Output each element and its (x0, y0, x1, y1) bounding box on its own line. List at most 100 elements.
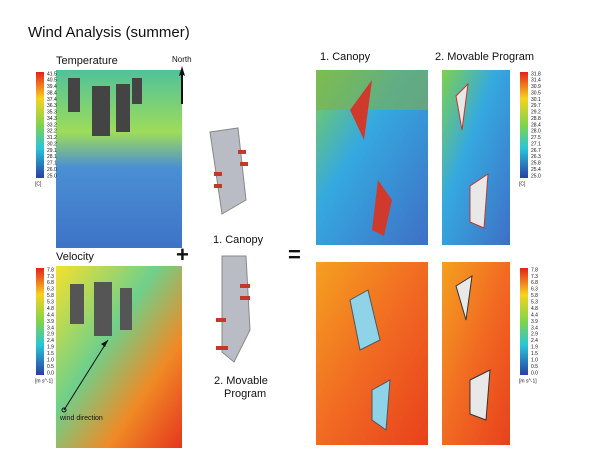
scale-label: 5.8 (531, 293, 538, 299)
movable-model (221, 255, 251, 363)
scale-label: 26.3 (531, 154, 541, 160)
scale-label: 3.9 (47, 319, 54, 325)
scale-label: 30.1 (531, 97, 541, 103)
scale-label: 28.4 (531, 122, 541, 128)
scale-label: 31.2 (47, 135, 57, 141)
scale-label: 41.5 (47, 71, 57, 77)
scale-label: 0.5 (531, 364, 538, 370)
scale-label: 6.8 (531, 280, 538, 286)
scale-label: 1.9 (47, 345, 54, 351)
panel-label: 1. Canopy (320, 51, 371, 63)
plus-sign: + (176, 242, 189, 267)
scale-label: 37.4 (47, 97, 57, 103)
scale-label: 3.4 (531, 325, 538, 331)
legend-bar (520, 72, 528, 178)
scale-label: 39.4 (47, 84, 57, 90)
scale-label: 5.3 (47, 300, 54, 306)
scale-label: 31.8 (531, 71, 541, 77)
panel-label: Temperature (56, 55, 118, 67)
scale-label: 3.4 (47, 325, 54, 331)
scale-label: 6.3 (531, 287, 538, 293)
scale-label: 7.8 (531, 267, 538, 273)
scale-label: 35.3 (47, 110, 57, 116)
model-label: 2. Movable (214, 375, 268, 387)
scale-label: 27.1 (47, 161, 57, 167)
unit-label: [m s^-1] (519, 378, 537, 384)
scale-label: 6.3 (47, 287, 54, 293)
scale-label: 2.4 (47, 338, 54, 344)
model-label: 1. Canopy (213, 234, 264, 246)
panel-label: Velocity (56, 251, 94, 263)
model-parts (214, 150, 248, 188)
scale-label: 1.5 (531, 351, 538, 357)
scale-label: 1.5 (47, 351, 54, 357)
scale-label: 32.2 (47, 129, 57, 135)
scale-label: 2.4 (531, 338, 538, 344)
canopy-shapes (349, 289, 391, 431)
scale-label: 7.3 (47, 274, 54, 280)
annotation: wind direction (59, 415, 103, 422)
scale-label: 30.2 (47, 141, 57, 147)
scale-label: 4.8 (47, 306, 54, 312)
model-label: Program (224, 388, 266, 400)
scale-label: 5.3 (531, 300, 538, 306)
scale-label: 26.7 (531, 148, 541, 154)
scale-label: 0.0 (47, 370, 54, 376)
panel-label: 2. Movable Program (435, 51, 534, 63)
scale-label: 30.9 (531, 84, 541, 90)
north-label: North (172, 55, 192, 64)
unit-label: [C] (519, 181, 526, 187)
model-parts (216, 284, 250, 350)
north-arrow (179, 66, 185, 104)
scale-label: 25.4 (531, 167, 541, 173)
scale-label: 28.1 (47, 154, 57, 160)
movable-shapes (455, 82, 489, 229)
scale-label: 31.4 (531, 78, 541, 84)
title: Wind Analysis (summer) (28, 24, 190, 41)
scale-label: 29.1 (47, 148, 57, 154)
scale-label: 1.9 (531, 345, 538, 351)
scale-label: 0.0 (531, 370, 538, 376)
scale-label: 6.8 (47, 280, 54, 286)
buildings (68, 78, 142, 136)
scale-label: 3.9 (531, 319, 538, 325)
scale-label: 26.0 (47, 167, 57, 173)
canopy-model (209, 127, 247, 215)
legend-bar (36, 268, 44, 375)
legend-bar (520, 268, 528, 375)
scale-label: 4.8 (531, 306, 538, 312)
scale-label: 1.0 (47, 357, 54, 363)
scale-label: 38.4 (47, 90, 57, 96)
unit-label: [m s^-1] (35, 378, 53, 384)
buildings (70, 282, 132, 336)
scale-label: 27.1 (531, 141, 541, 147)
scale-label: 40.5 (47, 78, 57, 84)
scale-label: 36.3 (47, 103, 57, 109)
unit-label: [C] (35, 181, 42, 187)
scale-label: 4.4 (47, 312, 54, 318)
scale-label: 30.5 (531, 90, 541, 96)
scale-label: 1.0 (531, 357, 538, 363)
scale-label: 7.8 (47, 267, 54, 273)
site-strip (316, 70, 428, 110)
equals-sign: = (288, 242, 301, 267)
scale-label: 25.0 (47, 173, 57, 179)
scale-label: 25.8 (531, 161, 541, 167)
scale-label: 2.9 (47, 332, 54, 338)
scale-label: 7.3 (531, 274, 538, 280)
scale-label: 29.7 (531, 103, 541, 109)
movable-shapes (455, 275, 491, 421)
wind-arrow (63, 339, 109, 411)
scale-label: 28.8 (531, 116, 541, 122)
scale-label: 2.9 (531, 332, 538, 338)
scale-label: 27.5 (531, 135, 541, 141)
wind-origin (61, 407, 67, 413)
movable-velocity (442, 262, 510, 445)
scale-label: 29.2 (531, 110, 541, 116)
arrow-head (101, 340, 108, 347)
scale-label: 5.8 (47, 293, 54, 299)
scale-label: 33.2 (47, 122, 57, 128)
scale-label: 25.0 (531, 173, 541, 179)
scale-label: 0.5 (47, 364, 54, 370)
